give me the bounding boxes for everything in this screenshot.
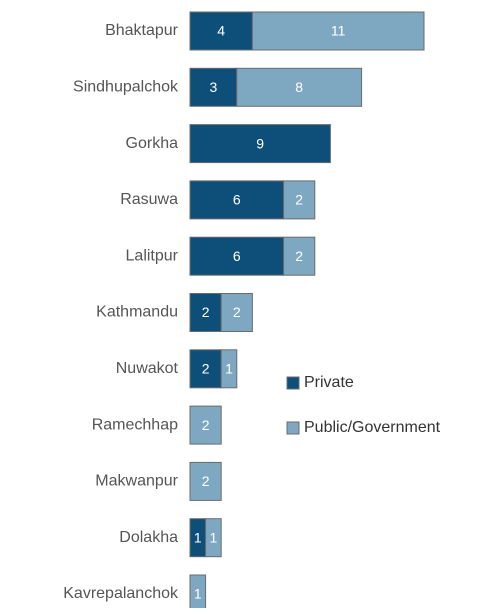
data-label: 8 bbox=[295, 79, 303, 95]
legend-label: Private bbox=[304, 374, 354, 391]
data-label: 6 bbox=[233, 248, 241, 264]
category-label: Lalitpur bbox=[126, 247, 179, 264]
data-label: 2 bbox=[233, 304, 241, 320]
data-label: 2 bbox=[295, 248, 303, 264]
bar-segment bbox=[189, 124, 331, 164]
bar-segment bbox=[220, 293, 253, 332]
data-label: 2 bbox=[202, 473, 210, 489]
bar-segment bbox=[205, 518, 222, 558]
bar-segment bbox=[189, 180, 285, 220]
data-label: 4 bbox=[217, 23, 225, 39]
legend-label: Public/Government bbox=[304, 419, 441, 436]
category-label: Kathmandu bbox=[96, 304, 178, 321]
bar-segment bbox=[189, 461, 222, 501]
bar-segment bbox=[189, 11, 253, 51]
category-label: Sindhupalchok bbox=[73, 79, 179, 96]
category-label: Bhaktapur bbox=[105, 22, 179, 39]
category-label: Makwanpur bbox=[95, 473, 178, 490]
category-label: Ramechhap bbox=[92, 416, 178, 433]
data-label: 2 bbox=[202, 417, 210, 433]
data-label: 2 bbox=[295, 192, 303, 208]
data-label: 1 bbox=[194, 586, 202, 602]
data-label: 6 bbox=[233, 192, 241, 208]
legend-swatch bbox=[286, 376, 300, 390]
data-label: 1 bbox=[194, 529, 202, 545]
bar-segment bbox=[283, 236, 316, 276]
data-label: 1 bbox=[210, 529, 218, 545]
data-label: 2 bbox=[202, 361, 210, 377]
bar-segment bbox=[220, 349, 238, 389]
data-label: 1 bbox=[225, 361, 233, 377]
bar-segment bbox=[189, 236, 285, 276]
bar-segment bbox=[236, 67, 363, 107]
legend-swatch bbox=[286, 421, 300, 435]
data-label: 11 bbox=[331, 23, 346, 39]
category-label: Nuwakot bbox=[116, 360, 179, 377]
data-label: 3 bbox=[210, 79, 218, 95]
bar-segment bbox=[189, 405, 222, 445]
data-label: 2 bbox=[202, 304, 210, 320]
category-label: Dolakha bbox=[119, 529, 178, 546]
category-label: Kavrepalanchok bbox=[63, 585, 179, 602]
bar-segment bbox=[189, 574, 207, 613]
bar-segment bbox=[283, 180, 316, 220]
category-label: Gorkha bbox=[126, 135, 179, 152]
bar-segment bbox=[189, 293, 222, 332]
category-label: Rasuwa bbox=[120, 191, 178, 208]
data-label: 9 bbox=[256, 135, 264, 151]
bar-segment bbox=[189, 67, 238, 107]
bar-segment bbox=[251, 11, 425, 51]
bar-segment bbox=[189, 349, 222, 389]
